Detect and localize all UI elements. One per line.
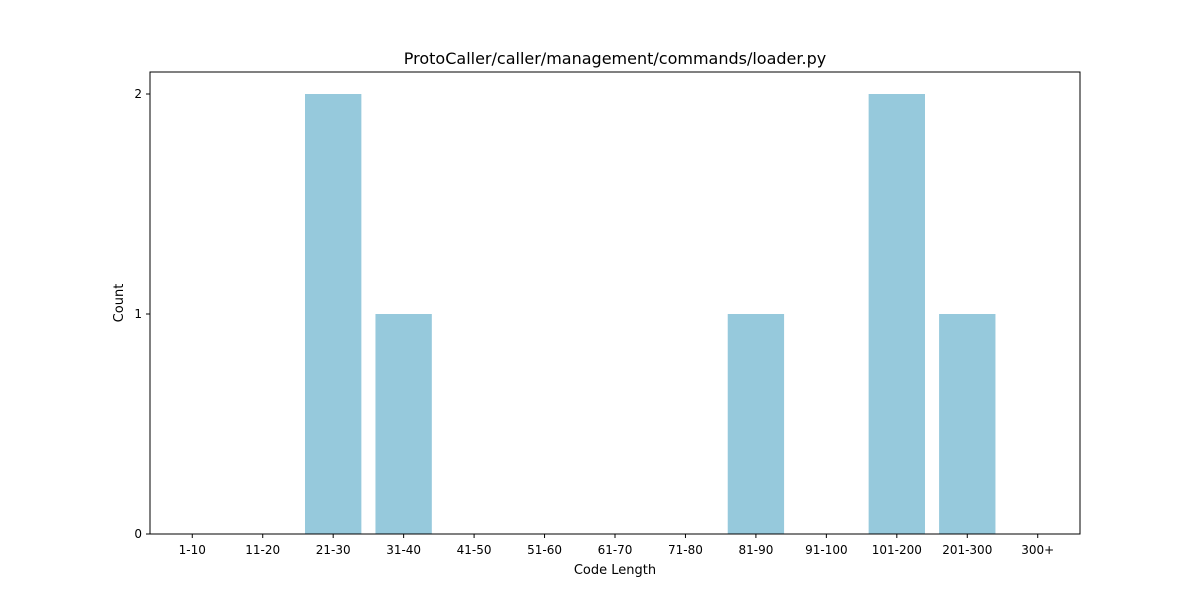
- x-axis-label: Code Length: [574, 563, 656, 578]
- y-tick-label: 0: [134, 527, 142, 541]
- bar-81-90: [727, 314, 785, 534]
- x-tick-label: 11-20: [245, 543, 280, 557]
- x-tick-label: 21-30: [316, 543, 351, 557]
- y-tick-label: 2: [134, 87, 142, 101]
- bar-101-200: [868, 94, 925, 534]
- x-tick-label: 31-40: [386, 543, 421, 557]
- x-tick-label: 300+: [1021, 543, 1054, 557]
- x-tick-label: 41-50: [457, 543, 492, 557]
- x-tick-label: 81-90: [738, 543, 773, 557]
- bar-201-300: [939, 314, 996, 534]
- plot-frame: [149, 71, 1081, 535]
- y-axis-ticks: 0 1 2: [134, 87, 150, 541]
- x-tick-label: 1-10: [179, 543, 206, 557]
- chart-title: ProtoCaller/caller/management/commands/l…: [404, 49, 826, 68]
- x-tick-label: 101-200: [872, 543, 922, 557]
- x-tick-label: 71-80: [668, 543, 703, 557]
- y-axis-label: Count: [112, 284, 127, 323]
- x-tick-label: 201-300: [942, 543, 992, 557]
- x-axis-ticks: 1-10 11-20 21-30 31-40 41-50 51-60 61-70 71-80 8…: [179, 534, 1054, 557]
- x-tick-label: 61-70: [598, 543, 633, 557]
- bar-31-40: [375, 314, 432, 534]
- y-tick-label: 1: [134, 307, 142, 321]
- bar-21-30: [305, 94, 362, 534]
- bars-group: [305, 94, 996, 534]
- x-tick-label: 51-60: [527, 543, 562, 557]
- x-tick-label: 91-100: [805, 543, 848, 557]
